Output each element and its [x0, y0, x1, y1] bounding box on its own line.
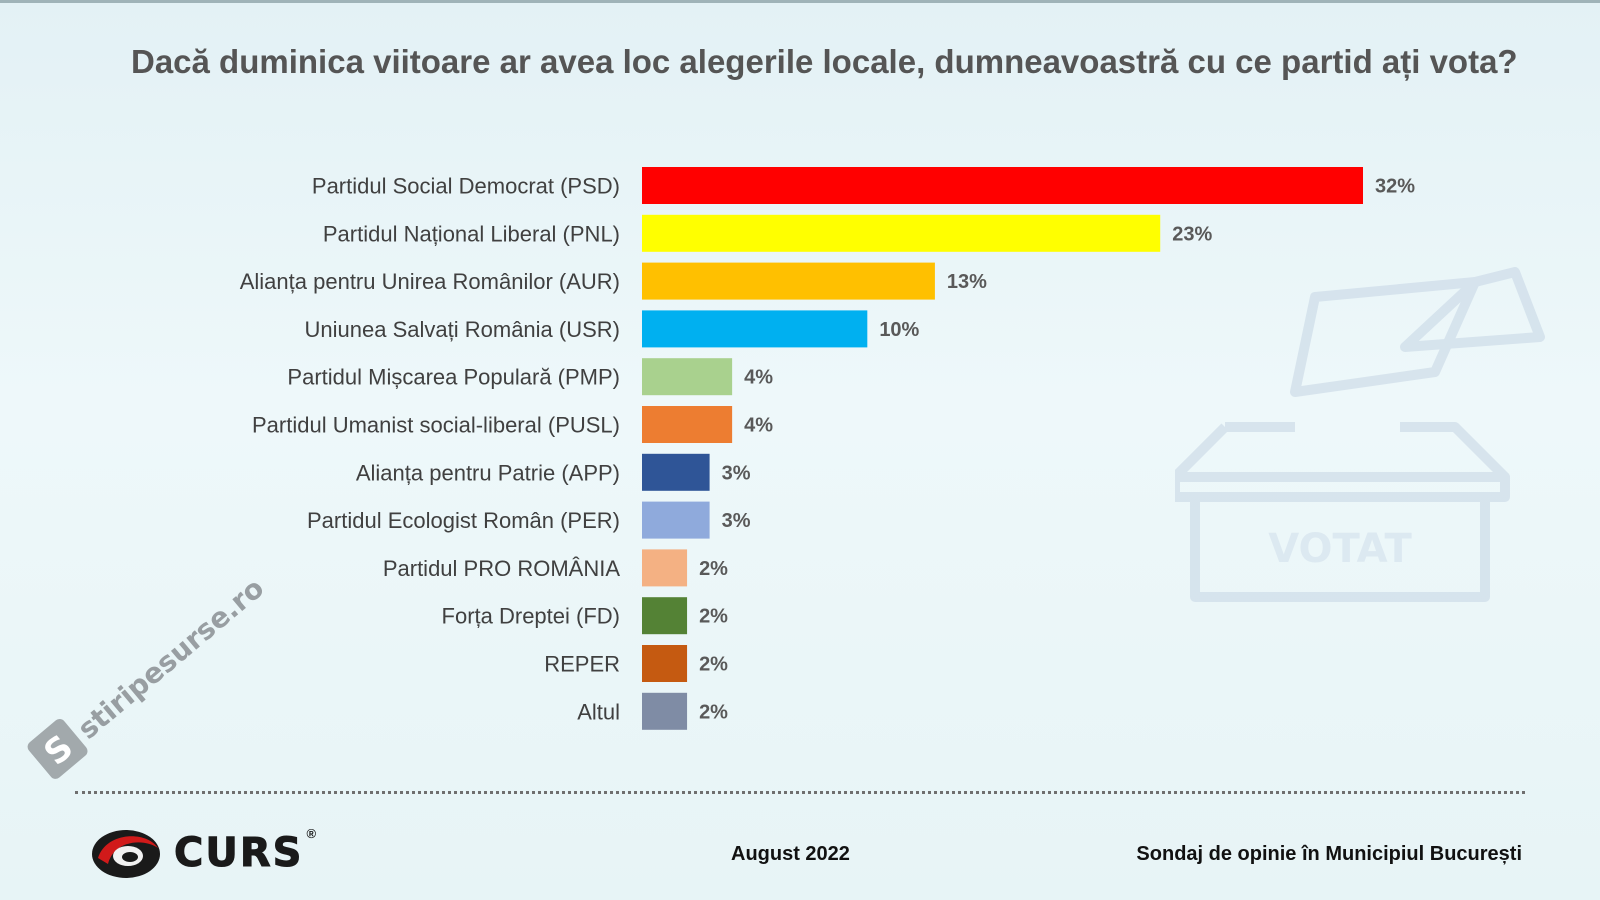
bar [642, 549, 688, 587]
value-label: 2% [699, 701, 728, 723]
footer-divider [75, 791, 1525, 794]
brand-name: CURS [173, 830, 304, 877]
category-label: REPER [544, 652, 620, 677]
bar [642, 453, 710, 491]
category-label: Partidul Umanist social-liberal (PUSL) [252, 413, 620, 438]
value-label: 2% [699, 606, 728, 628]
value-label: 4% [744, 415, 773, 437]
survey-date: August 2022 [731, 843, 850, 865]
value-label: 2% [699, 558, 728, 580]
top-border [0, 0, 1600, 3]
bar [642, 167, 1363, 204]
category-label: Uniunea Salvați România (USR) [305, 317, 620, 342]
category-label: Partidul PRO ROMÂNIA [383, 556, 620, 581]
value-label: 2% [699, 654, 728, 676]
bar [642, 501, 710, 539]
category-label: Partidul Mișcarea Populară (PMP) [287, 365, 620, 390]
bar [642, 214, 1161, 252]
bar [642, 645, 688, 682]
bar [642, 597, 688, 635]
survey-source: Sondaj de opinie în Municipiul București [1136, 843, 1522, 865]
category-label: Alianța pentru Unirea Românilor (AUR) [240, 269, 620, 294]
bar [642, 692, 688, 730]
value-label: 3% [722, 462, 751, 484]
category-label: Partidul Ecologist Român (PER) [307, 508, 620, 533]
category-label: Alianța pentru Patrie (APP) [356, 460, 620, 485]
registered-mark: ® [306, 825, 317, 841]
value-label: 4% [744, 367, 773, 389]
value-label: 32% [1375, 176, 1415, 198]
bar [642, 262, 935, 300]
category-label: Partidul Social Democrat (PSD) [312, 174, 620, 199]
value-label: 23% [1172, 223, 1212, 245]
bar [642, 310, 868, 348]
value-label: 3% [722, 510, 751, 532]
category-label: Altul [577, 699, 620, 724]
chart-title: Dacă duminica viitoare ar avea loc alege… [131, 43, 1518, 80]
bar [642, 358, 733, 396]
bar [642, 406, 733, 443]
category-label: Partidul Național Liberal (PNL) [323, 221, 620, 246]
curs-logo: CURS ® [88, 822, 316, 884]
value-label: 10% [879, 319, 919, 341]
category-label: Forța Dreptei (FD) [442, 604, 620, 629]
curs-logo-icon [92, 830, 160, 878]
ballot-box-icon: VOTAT [1175, 267, 1545, 602]
ballot-box-label: VOTAT [1268, 526, 1412, 572]
value-label: 13% [947, 271, 987, 293]
